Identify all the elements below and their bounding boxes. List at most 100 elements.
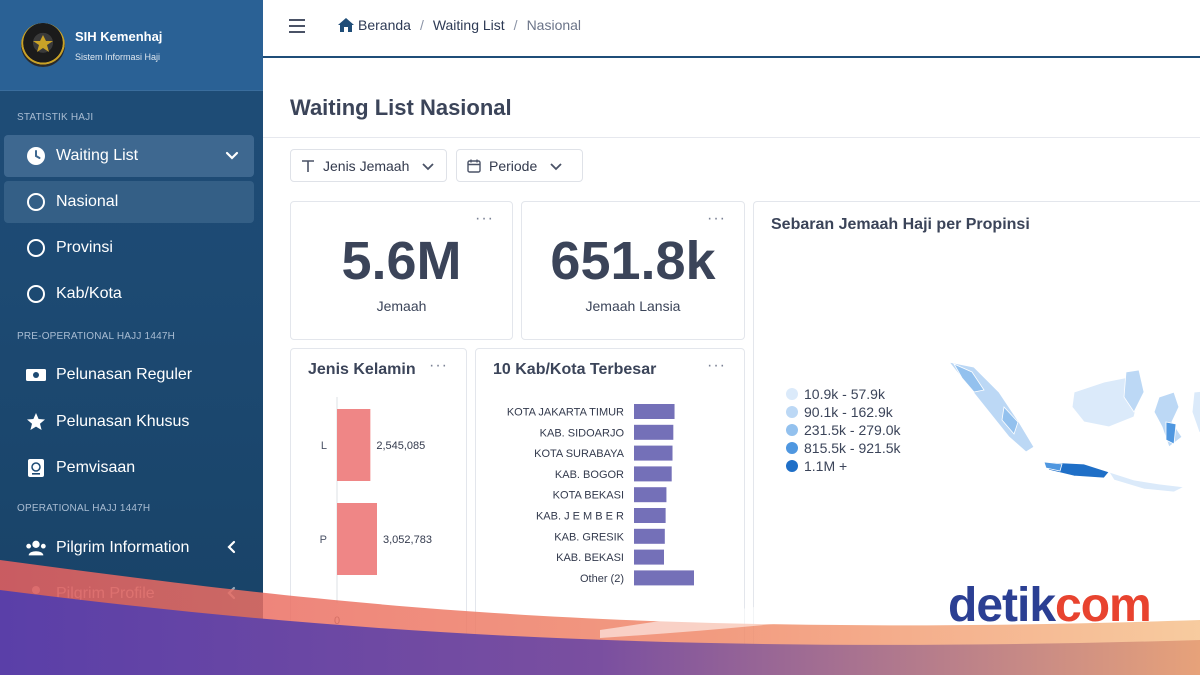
bar bbox=[634, 508, 666, 523]
sidebar-item-label: Kab/Kota bbox=[56, 285, 122, 302]
chevron-left-icon bbox=[224, 585, 240, 606]
home-icon[interactable] bbox=[337, 17, 355, 33]
breadcrumb-current: Nasional bbox=[526, 17, 582, 33]
sidebar-item-pelunasan-reguler[interactable]: Pelunasan Reguler bbox=[4, 354, 254, 396]
chevron-down-icon bbox=[224, 147, 240, 168]
emblem-logo bbox=[21, 23, 65, 67]
page-title: Waiting List Nasional bbox=[290, 95, 512, 120]
bar bbox=[634, 528, 665, 544]
filter-label: Periode bbox=[489, 157, 538, 174]
legend-item: 231.5k - 279.0k bbox=[786, 421, 901, 439]
bar bbox=[337, 409, 371, 481]
chevron-down-icon bbox=[549, 159, 563, 173]
circle-icon bbox=[25, 237, 47, 259]
breadcrumb-section[interactable]: Waiting List bbox=[432, 17, 505, 33]
detikcom-watermark-logo: detikcom bbox=[948, 579, 1152, 632]
bar bbox=[634, 549, 664, 565]
brand-title: SIH Kemenhaj bbox=[75, 28, 163, 44]
sidebar-item-pilgrim-profile[interactable]: Pilgrim Profile bbox=[4, 573, 254, 615]
kpi-label: Jemaah Lansia bbox=[585, 298, 681, 314]
category-label: KOTA JAKARTA TIMUR bbox=[507, 407, 624, 419]
map-legend: 10.9k - 57.9k 90.1k - 162.9k 231.5k - 27… bbox=[786, 385, 901, 475]
category-label: KAB. BOGOR bbox=[555, 469, 624, 481]
category-label: KAB. BEKASI bbox=[556, 552, 624, 564]
users-icon bbox=[25, 537, 47, 559]
calendar-icon bbox=[467, 159, 481, 173]
sidebar-item-label: Waiting List bbox=[56, 147, 139, 164]
category-label: Other (2) bbox=[580, 573, 624, 585]
bar bbox=[634, 570, 694, 586]
star-icon bbox=[25, 411, 47, 433]
more-options-icon[interactable]: ··· bbox=[707, 357, 726, 374]
sidebar-item-provinsi[interactable]: Provinsi bbox=[4, 227, 254, 269]
category-label: KAB. SIDOARJO bbox=[540, 427, 625, 439]
sidebar-item-label: Pelunasan Khusus bbox=[56, 413, 190, 430]
kpi-value: 5.6M bbox=[341, 231, 462, 291]
sidebar-item-waiting-list[interactable]: Waiting List bbox=[4, 135, 254, 177]
bar bbox=[337, 503, 377, 575]
kpi-label: Jemaah bbox=[376, 298, 427, 314]
jenis-jemaah-filter[interactable]: Jenis Jemaah bbox=[290, 149, 447, 182]
legend-item: 1.1M + bbox=[786, 457, 901, 475]
section-statistik: STATISTIK HAJI bbox=[17, 112, 94, 123]
axis-zero-label: 0 bbox=[334, 615, 340, 627]
gender-bar-chart: 0 L 2,545,085 P 3,052,783 bbox=[320, 397, 432, 627]
legend-item: 90.1k - 162.9k bbox=[786, 403, 901, 421]
sidebar-item-pelunasan-khusus[interactable]: Pelunasan Khusus bbox=[4, 401, 254, 443]
sidebar-item-kab-kota[interactable]: Kab/Kota bbox=[4, 273, 254, 315]
legend-item: 815.5k - 921.5k bbox=[786, 439, 901, 457]
breadcrumb: Beranda / Waiting List / Nasional bbox=[337, 17, 581, 33]
brand-subtitle: Sistem Informasi Haji bbox=[75, 51, 161, 62]
brand[interactable]: SIH Kemenhaj Sistem Informasi Haji bbox=[0, 0, 263, 91]
bar bbox=[634, 424, 674, 440]
chevron-left-icon bbox=[224, 539, 240, 560]
data-label: 3,052,783 bbox=[383, 534, 432, 546]
category-label: KAB. J E M B E R bbox=[536, 511, 624, 523]
section-pre-operational: PRE-OPERATIONAL HAJJ 1447H bbox=[17, 331, 176, 342]
sidebar-item-label: Pemvisaan bbox=[56, 459, 136, 476]
category-label: P bbox=[320, 534, 327, 546]
card-title: Jenis Kelamin bbox=[308, 361, 416, 378]
sidebar-item-pilgrim-information[interactable]: Pilgrim Information bbox=[4, 527, 254, 569]
money-icon bbox=[25, 364, 47, 386]
legend-item: 10.9k - 57.9k bbox=[786, 385, 901, 403]
chevron-down-icon bbox=[421, 159, 435, 173]
bar bbox=[634, 487, 667, 503]
divider bbox=[263, 137, 1200, 138]
category-label: KOTA SURABAYA bbox=[534, 448, 625, 460]
menu-icon[interactable] bbox=[289, 19, 305, 38]
kpi-card-jemaah: ··· 5.6M Jemaah bbox=[290, 201, 513, 340]
indonesia-map bbox=[947, 361, 1200, 493]
circle-icon bbox=[25, 283, 47, 305]
kpi-card-jemaah-lansia: ··· 651.8k Jemaah Lansia bbox=[521, 201, 745, 340]
topbar: Beranda / Waiting List / Nasional bbox=[263, 0, 1200, 58]
sidebar-item-label: Pilgrim Profile bbox=[56, 585, 155, 602]
breadcrumb-home[interactable]: Beranda bbox=[358, 17, 411, 33]
sidebar-item-pemvisaan[interactable]: Pemvisaan bbox=[4, 447, 254, 489]
bar bbox=[634, 466, 672, 482]
sidebar-item-nasional[interactable]: Nasional bbox=[4, 181, 254, 223]
passport-icon bbox=[25, 457, 47, 479]
category-label: L bbox=[321, 440, 327, 452]
kpi-value: 651.8k bbox=[550, 231, 716, 291]
card-title: 10 Kab/Kota Terbesar bbox=[493, 361, 657, 378]
more-options-icon[interactable]: ··· bbox=[707, 210, 726, 227]
section-operational: OPERATIONAL HAJJ 1447H bbox=[17, 503, 151, 514]
gender-chart-card: Jenis Kelamin ··· 0 L 2,545,085 P 3,052,783 bbox=[290, 348, 467, 648]
more-options-icon[interactable]: ··· bbox=[475, 210, 494, 227]
sidebar: SIH Kemenhaj Sistem Informasi Haji STATI… bbox=[0, 0, 263, 675]
category-label: KAB. GRESIK bbox=[554, 531, 624, 543]
sidebar-item-label: Pelunasan Reguler bbox=[56, 366, 193, 383]
user-icon bbox=[25, 583, 47, 605]
more-options-icon[interactable]: ··· bbox=[429, 357, 448, 374]
bar bbox=[634, 404, 675, 419]
city-bar-chart: KOTA JAKARTA TIMUR KAB. SIDOARJO KOTA SURA… bbox=[507, 404, 694, 586]
periode-filter[interactable]: Periode bbox=[456, 149, 583, 182]
clock-icon bbox=[25, 145, 47, 167]
card-title: Sebaran Jemaah Haji per Propinsi bbox=[771, 216, 1030, 233]
filter-label: Jenis Jemaah bbox=[323, 157, 410, 174]
sidebar-item-label: Nasional bbox=[56, 193, 119, 210]
data-label: 2,545,085 bbox=[376, 440, 425, 452]
text-type-icon bbox=[301, 159, 315, 173]
sidebar-item-label: Pilgrim Information bbox=[56, 539, 190, 556]
